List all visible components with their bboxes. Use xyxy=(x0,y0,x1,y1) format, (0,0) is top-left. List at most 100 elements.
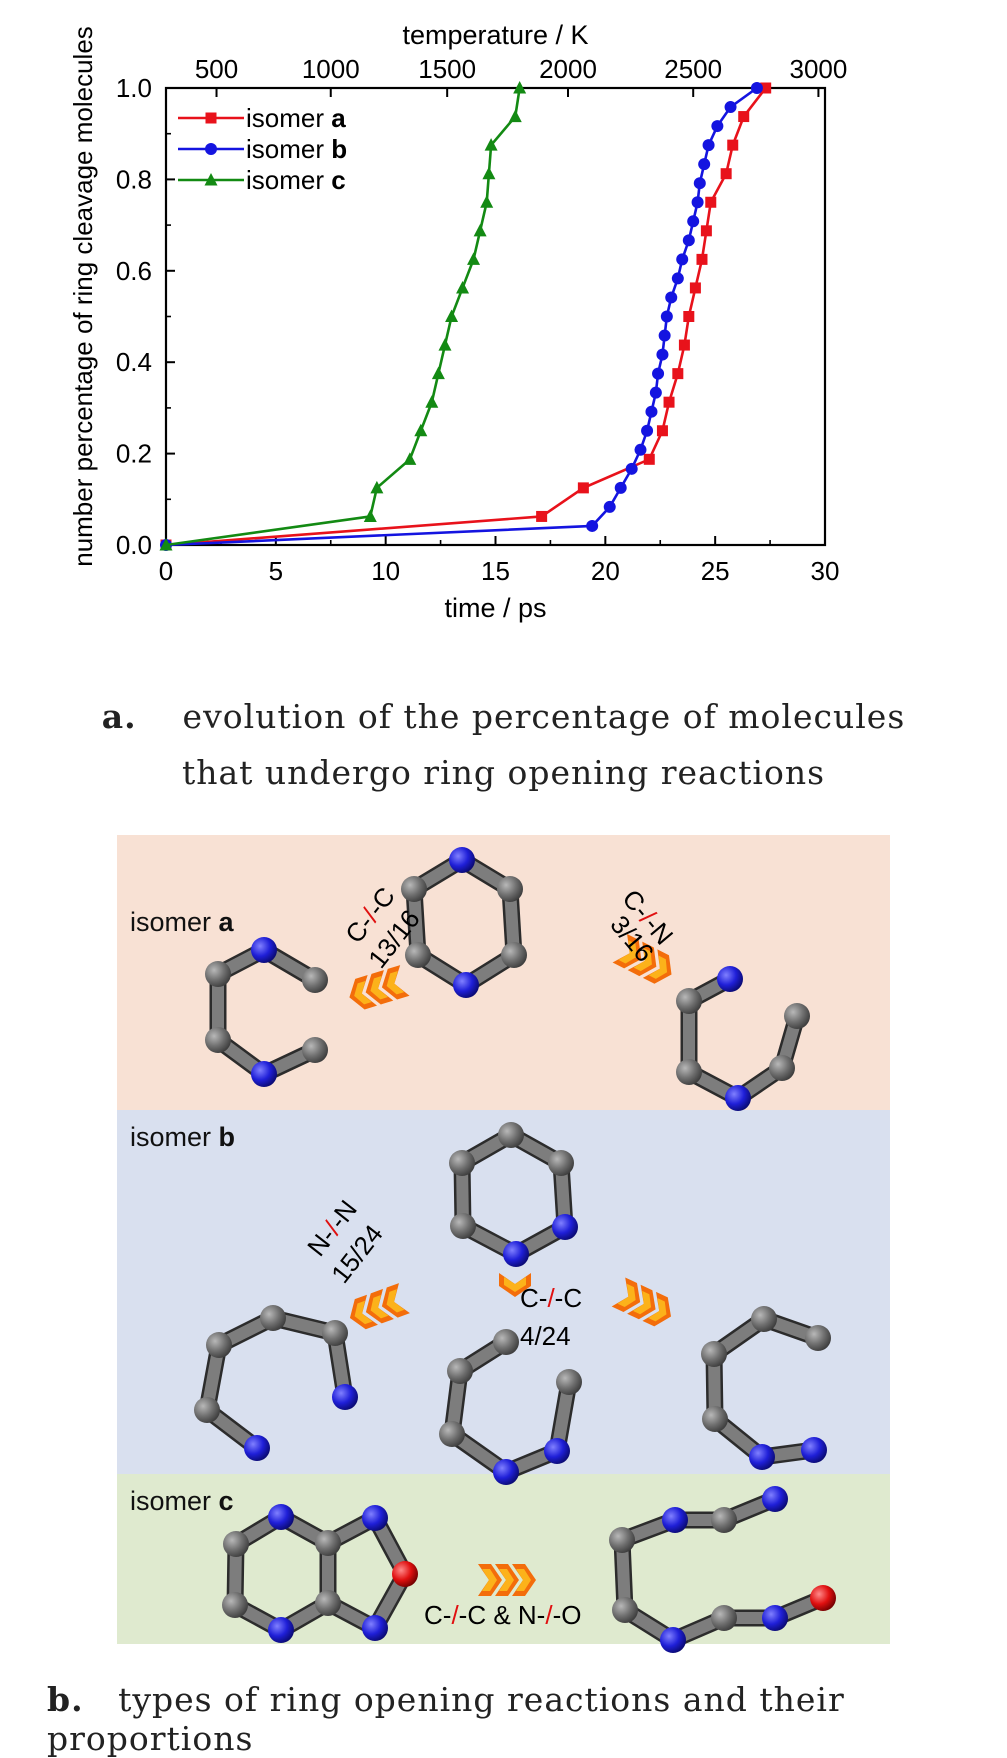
data-point xyxy=(672,368,684,380)
ring-cleavage-chart: 0 5 10 15 20 25 30 0.0 0.2 0.4 0.6 0.8 1.0 500 1000 150… xyxy=(68,20,847,623)
caption-b-text: types of ring opening reactions and thei… xyxy=(47,1680,845,1758)
data-point xyxy=(614,481,627,494)
y-tick-label: 0.6 xyxy=(116,256,152,286)
y-tick-label: 0.0 xyxy=(116,530,152,560)
data-point xyxy=(652,367,665,380)
data-point xyxy=(687,215,700,228)
data-point xyxy=(482,166,496,180)
data-point xyxy=(660,310,673,323)
data-point xyxy=(445,309,459,322)
x-tick-label: 20 xyxy=(591,556,620,586)
caption-b-letter: b. xyxy=(47,1680,84,1719)
data-point xyxy=(205,143,217,155)
data-point xyxy=(425,395,439,408)
data-point xyxy=(700,225,712,237)
top-tick-label: 1000 xyxy=(302,54,360,84)
isomer-c-label: isomer c xyxy=(130,1486,234,1516)
series-b xyxy=(160,82,763,551)
data-point xyxy=(705,196,717,208)
data-point xyxy=(658,329,671,342)
top-tick-label: 2000 xyxy=(539,54,597,84)
data-point xyxy=(689,282,701,294)
y-tick-label: 0.2 xyxy=(116,439,152,469)
x-tick-label: 5 xyxy=(269,556,283,586)
top-tick-label: 2500 xyxy=(664,54,722,84)
data-point xyxy=(720,168,732,180)
data-point xyxy=(363,509,377,522)
data-point xyxy=(691,196,704,209)
data-point xyxy=(159,538,173,551)
legend-entry-b: isomer b xyxy=(178,134,347,164)
data-point xyxy=(204,173,218,186)
data-point xyxy=(414,423,428,437)
x-tick-label: 0 xyxy=(159,556,173,586)
legend-entry-c: isomer c xyxy=(178,165,346,195)
data-point xyxy=(683,311,695,322)
panel-isomer-c: isomer c xyxy=(117,1474,890,1644)
legend-label: isomer a xyxy=(246,103,346,133)
data-point xyxy=(603,500,616,513)
top-tick-label: 1500 xyxy=(418,54,476,84)
y-tick-label: 0.4 xyxy=(116,347,152,377)
top-axis-title: temperature / K xyxy=(402,20,588,50)
legend-label: isomer b xyxy=(246,134,347,164)
data-point xyxy=(693,177,706,190)
x-tick-label: 30 xyxy=(811,556,840,586)
data-point xyxy=(480,195,494,208)
data-point xyxy=(750,82,763,94)
panel-isomer-a: isomer a xyxy=(117,835,890,1110)
chart-plot-area: 0 5 10 15 20 25 30 0.0 0.2 0.4 0.6 0.8 1.0 500 1000 150… xyxy=(68,20,847,623)
caption-b: b. types of ring opening reactions and t… xyxy=(47,1680,1007,1758)
data-point xyxy=(702,139,715,152)
caption-a-text2: that undergo ring opening reactions xyxy=(181,753,826,792)
data-point xyxy=(431,366,445,380)
data-point xyxy=(711,120,724,133)
data-point xyxy=(724,101,737,114)
caption-a-text1: evolution of the percentage of molecules xyxy=(182,697,906,736)
data-point xyxy=(513,81,527,94)
caption-a-line1: a. evolution of the percentage of molecu… xyxy=(0,697,1007,736)
data-point xyxy=(625,462,638,475)
data-point xyxy=(665,291,678,304)
legend-entry-a: isomer a xyxy=(178,103,346,133)
data-point xyxy=(577,482,589,494)
data-point xyxy=(473,223,487,237)
x-tick-label: 25 xyxy=(701,556,730,586)
data-point xyxy=(671,272,684,285)
y-axis-title: number percentage of ring cleavage molec… xyxy=(68,26,98,567)
data-point xyxy=(696,253,708,265)
data-point xyxy=(649,386,662,399)
panel-isomer-b: isomer b xyxy=(117,1110,890,1474)
data-point xyxy=(484,138,498,151)
data-point xyxy=(738,111,750,123)
data-point xyxy=(643,453,655,465)
data-point xyxy=(456,280,470,294)
data-point xyxy=(370,480,384,494)
data-point xyxy=(586,519,599,532)
y-tick-label: 1.0 xyxy=(116,73,152,103)
data-point xyxy=(727,139,739,151)
data-point xyxy=(678,339,690,351)
data-point xyxy=(403,452,417,465)
data-point xyxy=(508,109,522,123)
series-c xyxy=(159,81,527,551)
caption-a-line2: that undergo ring opening reactions xyxy=(0,753,1007,792)
data-point xyxy=(467,252,481,265)
legend-label: isomer c xyxy=(246,165,346,195)
data-point xyxy=(634,443,647,456)
data-point xyxy=(641,424,654,437)
data-point xyxy=(656,348,669,361)
data-point xyxy=(698,158,711,171)
data-point xyxy=(645,405,658,418)
data-point xyxy=(438,338,452,351)
x-tick-label: 15 xyxy=(481,556,510,586)
x-tick-label: 10 xyxy=(371,556,400,586)
data-point xyxy=(676,253,689,266)
data-point xyxy=(205,112,217,124)
top-tick-label: 500 xyxy=(195,54,238,84)
caption-a-letter: a. xyxy=(101,697,137,736)
x-axis-title: time / ps xyxy=(444,593,546,623)
isomer-b-label: isomer b xyxy=(130,1122,236,1152)
data-point xyxy=(536,510,548,522)
data-point xyxy=(656,425,668,437)
